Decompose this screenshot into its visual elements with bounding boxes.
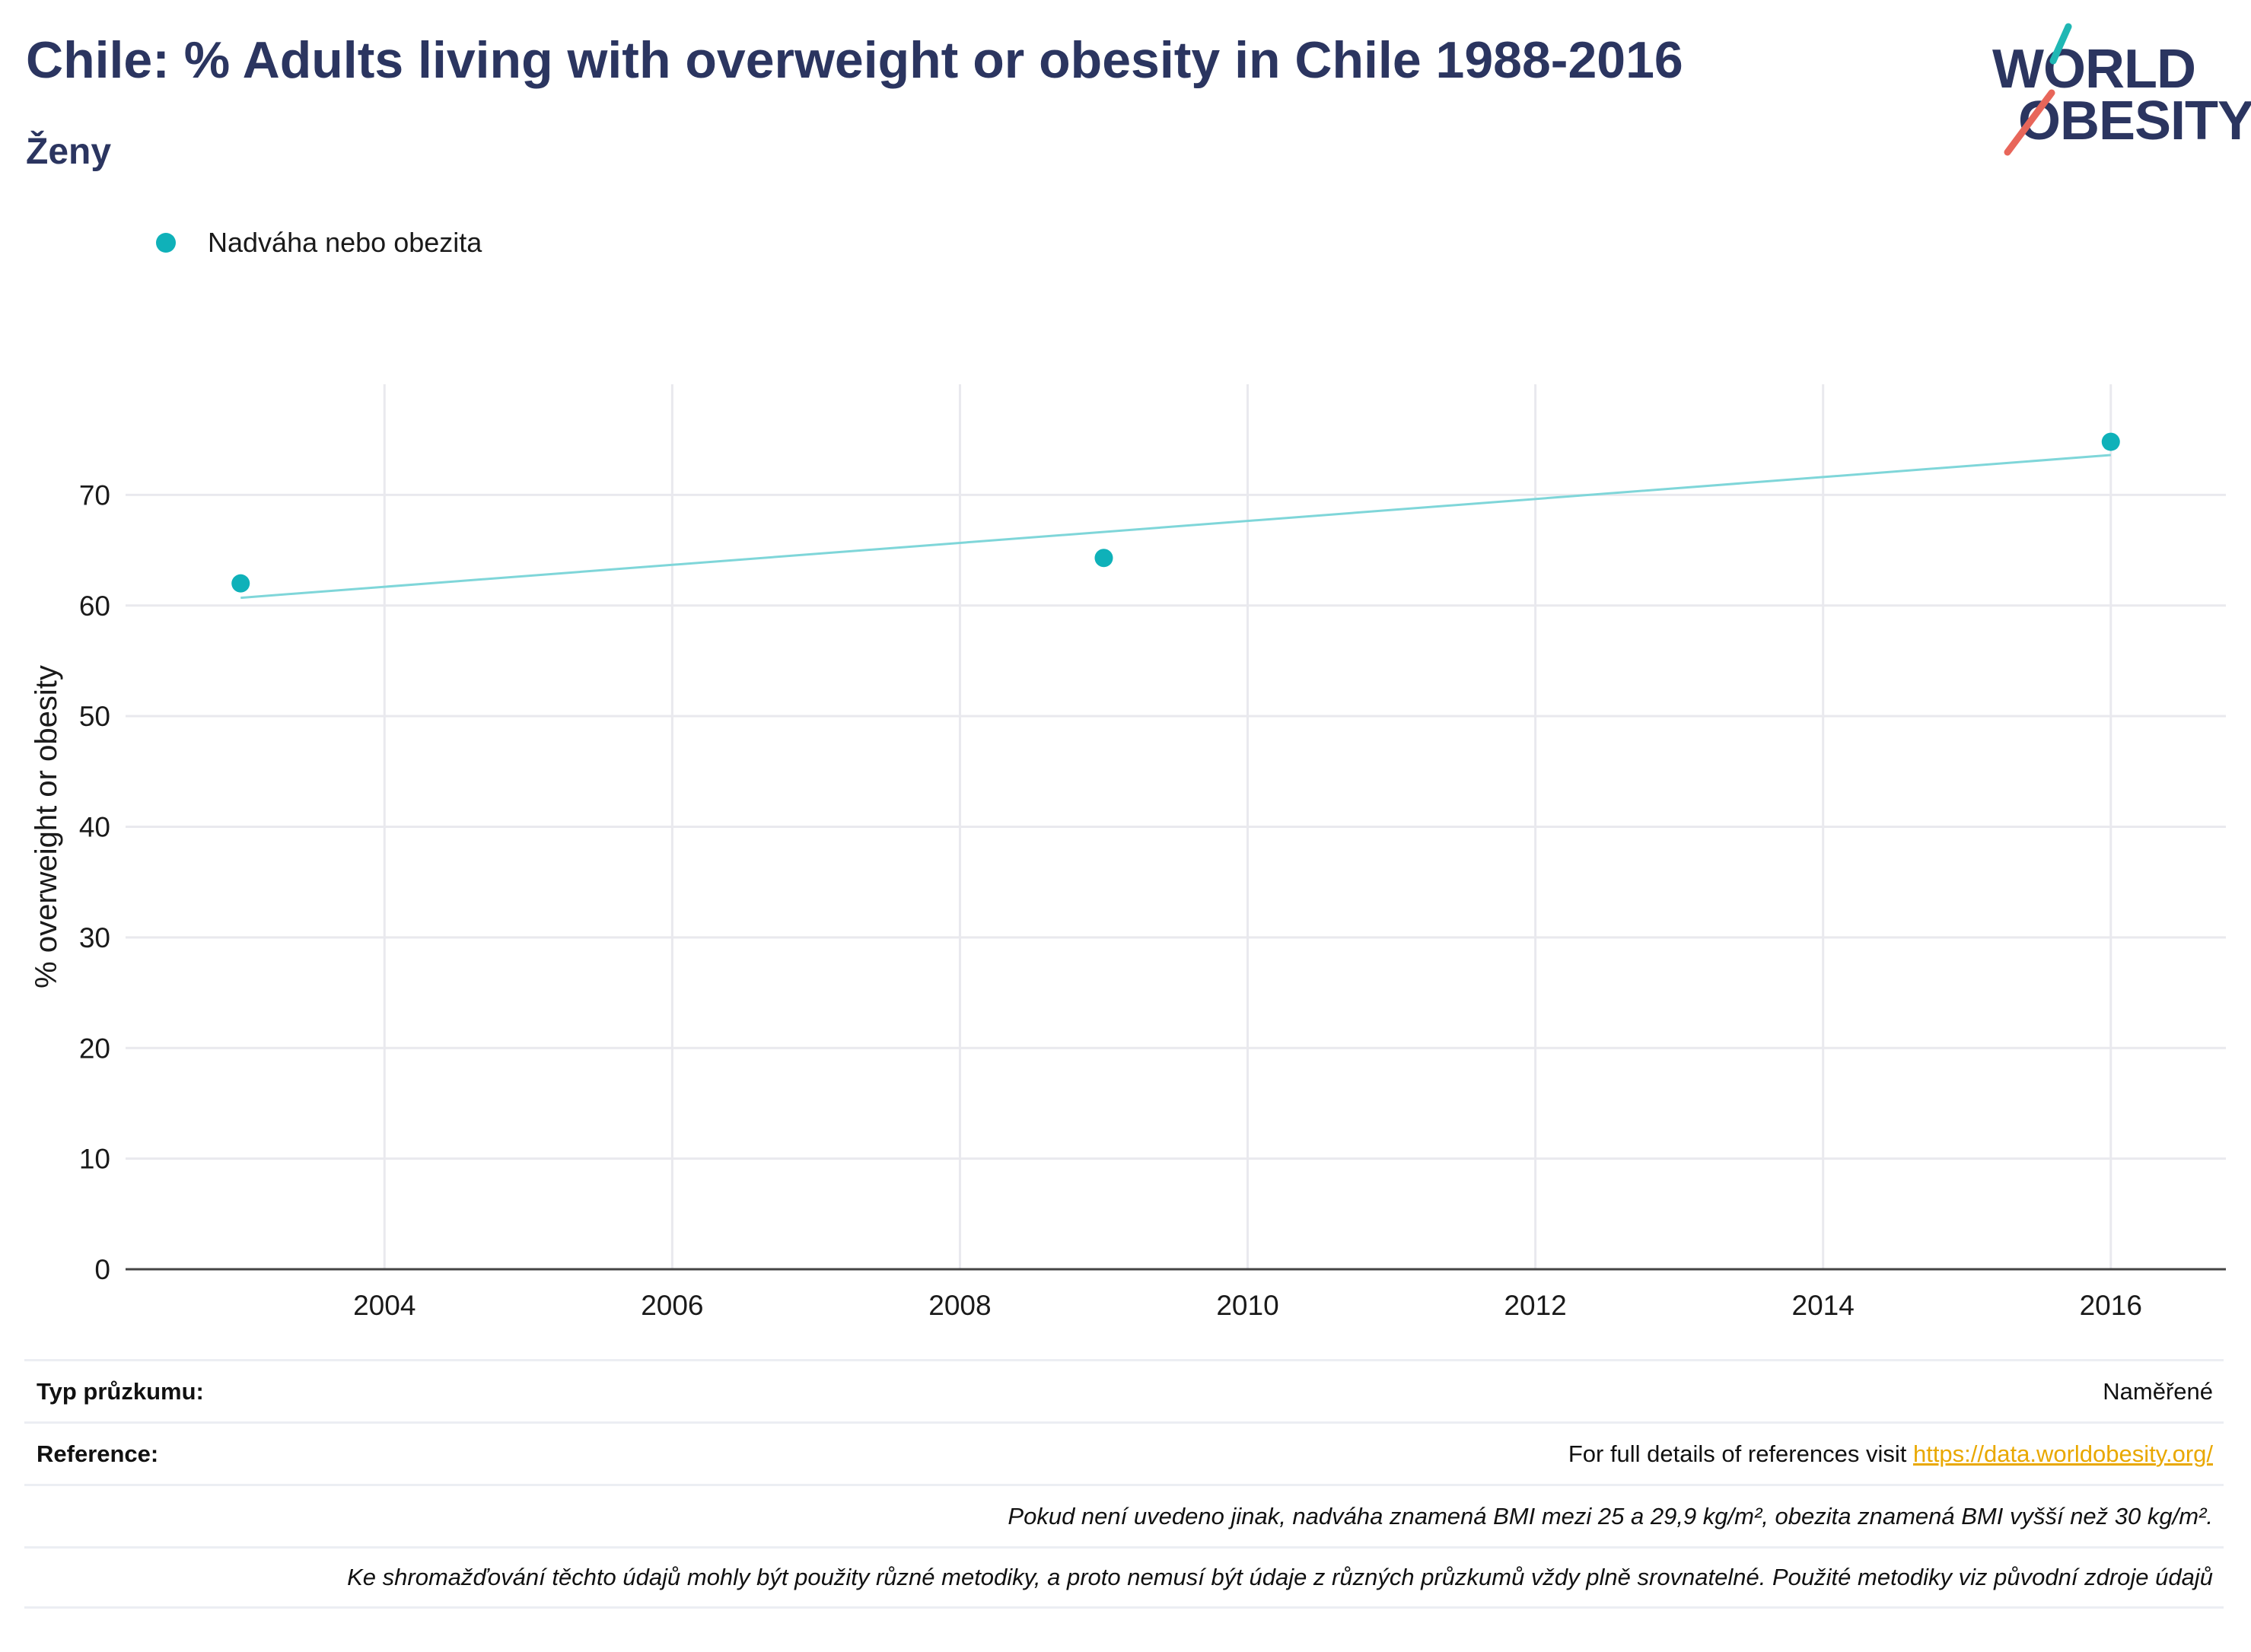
reference-value: For full details of references visit htt… (1568, 1440, 2213, 1468)
data-point (2101, 432, 2120, 451)
survey-type-label: Typ průzkumu: (37, 1377, 204, 1405)
survey-type-value: Naměřené (2103, 1377, 2213, 1405)
chart-legend[interactable]: Nadváha nebo obezita (156, 227, 482, 259)
reference-link[interactable]: https://data.worldobesity.org/ (1912, 1440, 2213, 1467)
x-tick-label: 2016 (2080, 1290, 2142, 1321)
x-tick-label: 2008 (928, 1290, 991, 1321)
y-tick-label: 20 (79, 1033, 110, 1064)
logo-text-obesity: OBESITY (2018, 91, 2251, 151)
x-tick-label: 2006 (641, 1290, 703, 1321)
y-tick-label: 40 (79, 812, 110, 843)
y-axis-label: % overweight or obesity (30, 665, 63, 988)
info-table: Typ průzkumu: Naměřené Reference: For fu… (24, 1359, 2224, 1609)
logo-slash-icon (2004, 23, 2072, 156)
scatter-chart: 2004 2006 2008 2010 2012 2014 2016 0 10 20 30 40 50 6… (30, 384, 2226, 1321)
data-point (1094, 549, 1113, 568)
x-tick-label: 2004 (353, 1290, 415, 1321)
chart-subtitle: Ženy (26, 132, 112, 172)
survey-type-row: Typ průzkumu: Naměřené (24, 1359, 2224, 1421)
definition-note: Pokud není uvedeno jinak, nadváha znamen… (1008, 1502, 2213, 1529)
y-tick-label: 60 (79, 590, 110, 622)
logo-text-world: WORLD (1992, 39, 2196, 100)
data-point (231, 574, 250, 593)
x-tick-label: 2010 (1216, 1290, 1278, 1321)
reference-label: Reference: (37, 1440, 159, 1467)
x-tick-label: 2014 (1792, 1290, 1855, 1321)
trendline (240, 454, 2111, 600)
reference-text: For full details of references visit (1568, 1440, 1907, 1467)
definition-note-row: Pokud není uvedeno jinak, nadváha znamen… (24, 1484, 2224, 1546)
x-tick-label: 2012 (1504, 1290, 1566, 1321)
reference-row: Reference: For full details of reference… (24, 1421, 2224, 1484)
methodology-note: Ke shromažďování těchto údajů mohly být … (347, 1564, 2213, 1590)
legend-label: Nadváha nebo obezita (208, 227, 482, 258)
y-tick-label: 10 (79, 1144, 110, 1175)
y-tick-label: 0 (94, 1254, 110, 1285)
chart-title: Chile: % Adults living with overweight o… (26, 31, 1683, 89)
world-obesity-logo: WORLD OBESITY (1986, 23, 2251, 160)
y-tick-label: 30 (79, 922, 110, 953)
y-tick-label: 70 (79, 479, 110, 511)
y-tick-label: 50 (79, 701, 110, 732)
methodology-note-row: Ke shromažďování těchto údajů mohly být … (24, 1546, 2224, 1609)
legend-marker (156, 233, 176, 253)
